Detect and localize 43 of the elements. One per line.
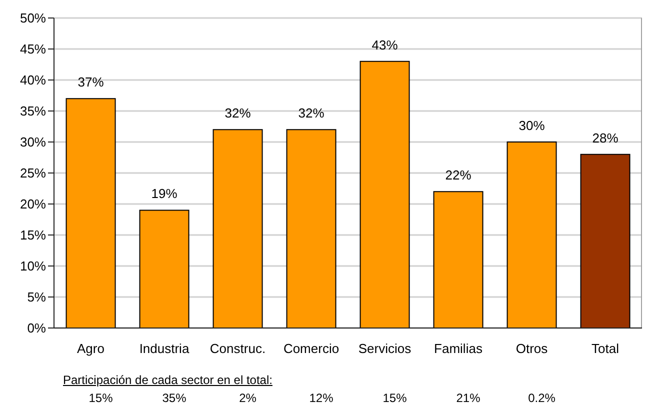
y-tick-label: 30%	[20, 134, 46, 150]
x-tick-label: Familias	[434, 341, 483, 356]
data-label: 19%	[151, 186, 178, 202]
data-label: 32%	[224, 106, 252, 121]
bar	[580, 154, 630, 328]
y-tick-label: 50%	[20, 10, 46, 26]
text: 35%	[161, 391, 188, 403]
data-label: 43%	[372, 37, 398, 52]
text: 21%	[455, 391, 482, 403]
data-label: 32%	[298, 106, 325, 121]
y-tick-label: 0%	[27, 320, 46, 336]
x-tick-label: Servicios	[358, 341, 412, 356]
y-tick-label: 45%	[20, 42, 46, 57]
x-tick-label: Otros	[516, 341, 548, 356]
y-tick-label: 15%	[20, 228, 46, 243]
bar	[66, 98, 116, 328]
data-label: 37%	[78, 74, 104, 90]
y-tick-label: 25%	[20, 166, 46, 181]
data-label: 30%	[518, 118, 546, 133]
bar	[212, 129, 263, 328]
x-tick-label: Comercio	[283, 341, 340, 356]
y-tick-label: 5%	[27, 290, 46, 305]
text: 2%	[238, 391, 258, 403]
bar	[286, 129, 336, 328]
bar	[139, 210, 190, 328]
y-tick-label: 10%	[20, 258, 46, 274]
text: 15%	[88, 391, 114, 403]
x-tick-label: Agro	[77, 341, 104, 356]
bar	[360, 60, 410, 328]
text: 12%	[308, 391, 334, 403]
x-tick-label: Construc.	[210, 341, 266, 356]
x-tick-label: Total	[592, 341, 620, 356]
y-tick-label: 20%	[20, 196, 46, 212]
bar	[433, 191, 484, 328]
y-tick-label: 35%	[20, 104, 46, 119]
data-label: 28%	[592, 130, 619, 146]
bar	[506, 142, 557, 328]
text: 0.2%	[527, 391, 556, 403]
x-tick-label: Industria	[139, 341, 190, 356]
data-label: 22%	[445, 168, 472, 183]
text: 15%	[382, 391, 408, 403]
text: Participación de cada sector en el total:	[63, 373, 272, 387]
y-tick-label: 40%	[20, 72, 46, 88]
